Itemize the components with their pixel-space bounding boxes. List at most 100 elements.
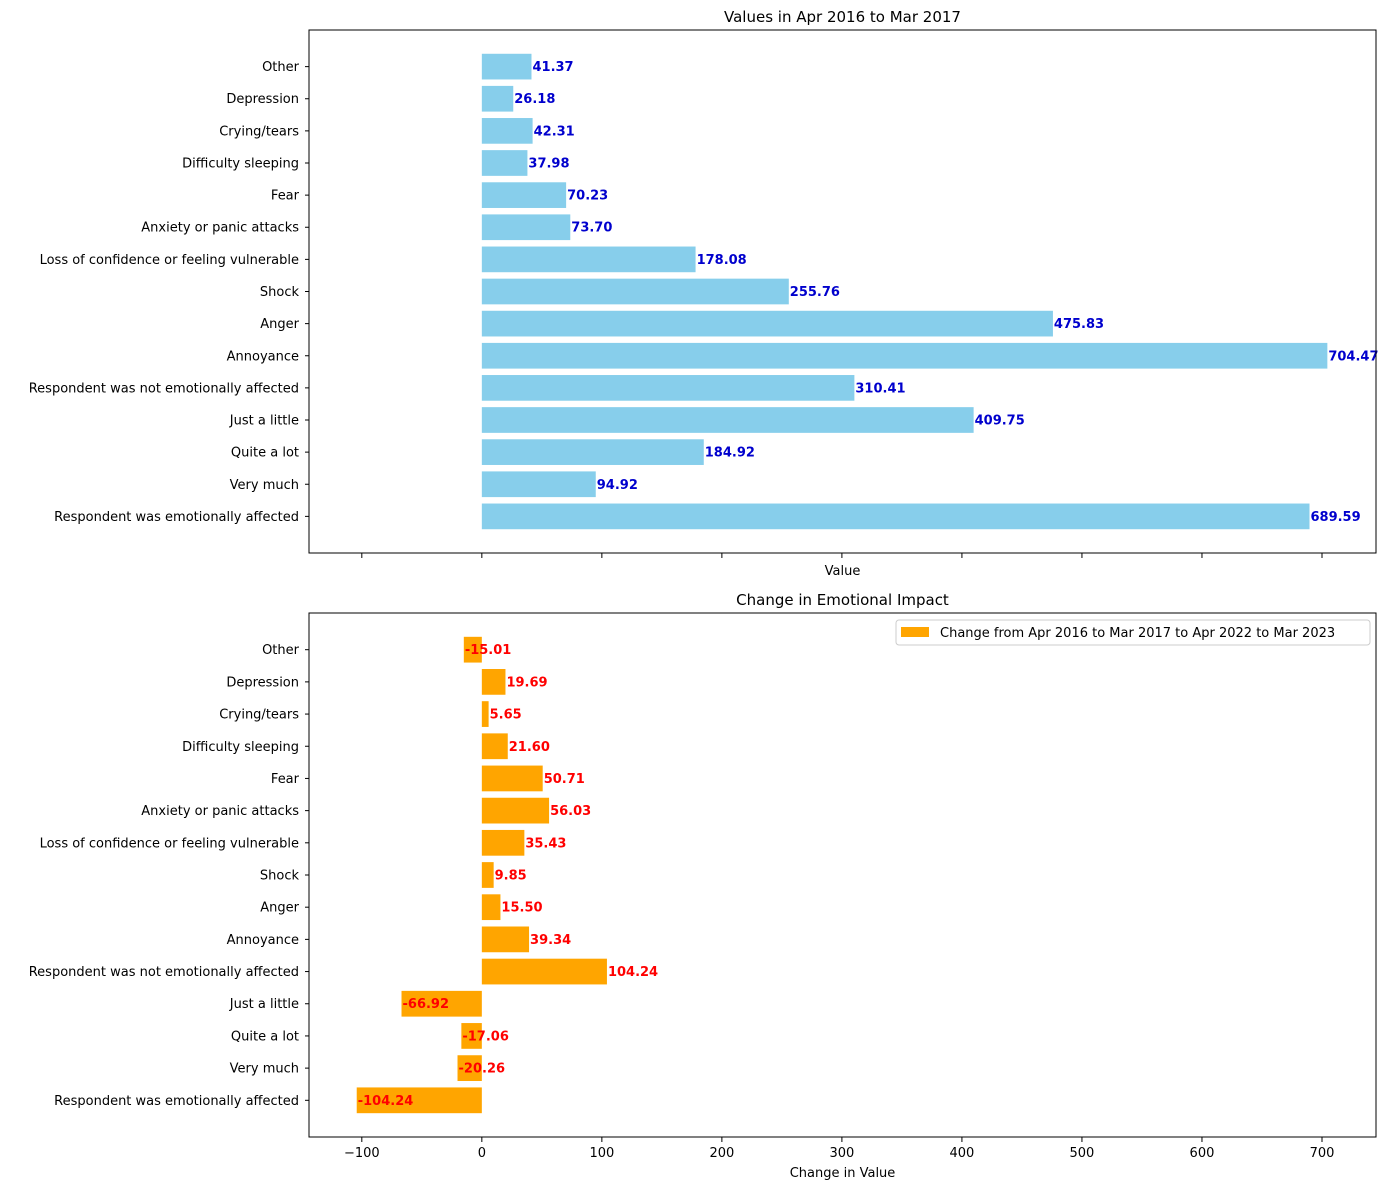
y-tick-label-8: Loss of confidence or feeling vulnerable [40, 836, 299, 851]
bar-12 [481, 701, 489, 727]
y-tick-label-5: Annoyance [227, 933, 299, 948]
data-label-7: 255.76 [790, 285, 840, 300]
y-tick-label-3: Just a little [229, 414, 299, 429]
y-tick-label-10: Fear [271, 772, 300, 787]
bar-0 [356, 1087, 482, 1114]
legend: Change from Apr 2016 to Mar 2017 to Apr … [895, 619, 1371, 646]
data-label-10: 70.23 [567, 189, 608, 204]
bar-8 [481, 246, 696, 273]
y-tick-label-1: Very much [230, 478, 299, 493]
bar-9 [481, 797, 550, 824]
y-tick-label-11: Difficulty sleeping [182, 740, 299, 755]
data-label-9: 73.70 [571, 221, 612, 236]
bar-4 [481, 375, 855, 401]
chart-title: Change in Emotional Impact [736, 591, 949, 609]
y-tick-label-5: Annoyance [227, 349, 299, 364]
data-label-0: -104.24 [358, 1094, 414, 1109]
x-tick-label-0: −100 [344, 1146, 380, 1161]
bar-10 [481, 765, 543, 792]
data-label-3: 409.75 [975, 414, 1025, 429]
chart-title: Values in Apr 2016 to Mar 2017 [724, 8, 961, 26]
y-tick-label-11: Difficulty sleeping [182, 156, 299, 171]
data-label-14: 41.37 [532, 60, 573, 75]
bar-13 [481, 669, 506, 695]
bar-14 [481, 53, 532, 80]
x-tick-label-7: 600 [1190, 1146, 1215, 1161]
x-tick-label-8: 700 [1310, 1146, 1335, 1161]
data-label-14: -15.01 [465, 643, 512, 658]
bar-5 [481, 926, 530, 953]
y-tick-label-7: Shock [260, 285, 300, 300]
data-label-9: 56.03 [550, 804, 591, 819]
data-label-1: -20.26 [459, 1062, 506, 1077]
data-label-5: 39.34 [530, 933, 571, 948]
y-tick-label-0: Respondent was emotionally affected [54, 510, 299, 525]
data-label-7: 9.85 [495, 869, 527, 884]
bar-5 [481, 342, 1328, 369]
bar-3 [481, 407, 974, 433]
bar-1 [457, 1055, 482, 1081]
x-tick-label-4: 300 [829, 1146, 854, 1161]
x-axis-label: Change in Value [790, 1166, 896, 1181]
legend-swatch [901, 627, 929, 637]
y-tick-label-3: Just a little [229, 997, 299, 1012]
bar-7 [481, 862, 494, 888]
bar-10 [481, 182, 567, 208]
y-axis-ticks: Respondent was emotionally affected Very … [29, 643, 309, 1109]
values-chart: Values in Apr 2016 to Mar 2017 689.59 94.… [29, 8, 1379, 579]
data-label-8: 178.08 [697, 253, 747, 268]
y-tick-label-9: Anxiety or panic attacks [141, 804, 299, 819]
y-tick-label-13: Depression [226, 92, 299, 107]
x-tick-label-5: 400 [950, 1146, 975, 1161]
data-label-4: 310.41 [855, 381, 905, 396]
y-tick-label-10: Fear [271, 189, 300, 204]
bar-0 [481, 503, 1310, 530]
data-label-0: 689.59 [1310, 510, 1360, 525]
legend-entry: Change from Apr 2016 to Mar 2017 to Apr … [940, 626, 1335, 641]
y-tick-label-6: Anger [260, 901, 299, 916]
y-tick-label-2: Quite a lot [231, 446, 299, 461]
bar-11 [481, 150, 528, 176]
bars-group [356, 636, 607, 1114]
bar-13 [481, 85, 514, 112]
data-label-11: 21.60 [509, 740, 550, 755]
x-tick-label-2: 100 [589, 1146, 614, 1161]
y-tick-label-4: Respondent was not emotionally affected [29, 381, 299, 396]
y-tick-label-13: Depression [226, 675, 299, 690]
data-label-11: 37.98 [528, 156, 569, 171]
y-tick-label-0: Respondent was emotionally affected [54, 1094, 299, 1109]
data-label-12: 42.31 [534, 124, 575, 139]
bar-11 [481, 733, 508, 760]
x-axis-ticks [361, 553, 1323, 558]
bar-2 [461, 1023, 482, 1049]
x-tick-label-1: 0 [478, 1146, 486, 1161]
data-label-2: 184.92 [705, 446, 755, 461]
y-tick-label-7: Shock [260, 869, 300, 884]
y-tick-label-1: Very much [230, 1062, 299, 1077]
y-tick-label-12: Crying/tears [219, 708, 299, 723]
x-tick-label-3: 200 [709, 1146, 734, 1161]
bar-12 [481, 118, 533, 144]
bar-8 [481, 829, 525, 856]
data-label-12: 5.65 [490, 708, 522, 723]
bar-9 [481, 214, 571, 241]
bar-4 [481, 958, 607, 985]
bar-1 [481, 471, 596, 498]
data-label-5: 704.47 [1328, 349, 1378, 364]
data-label-2: -17.06 [462, 1029, 509, 1044]
y-tick-label-6: Anger [260, 317, 299, 332]
data-labels-group: 689.59 94.92 184.92 409.75 310.41 704.47 475.8… [514, 60, 1378, 525]
bars-group [481, 53, 1328, 530]
bar-6 [481, 310, 1053, 337]
data-label-6: 15.50 [501, 901, 542, 916]
x-axis-label: Value [825, 564, 861, 579]
y-tick-label-2: Quite a lot [231, 1029, 299, 1044]
bar-2 [481, 439, 704, 465]
y-tick-label-14: Other [262, 60, 300, 75]
data-label-6: 475.83 [1054, 317, 1104, 332]
data-label-13: 19.69 [506, 675, 547, 690]
y-tick-label-14: Other [262, 643, 300, 658]
bar-7 [481, 278, 789, 305]
